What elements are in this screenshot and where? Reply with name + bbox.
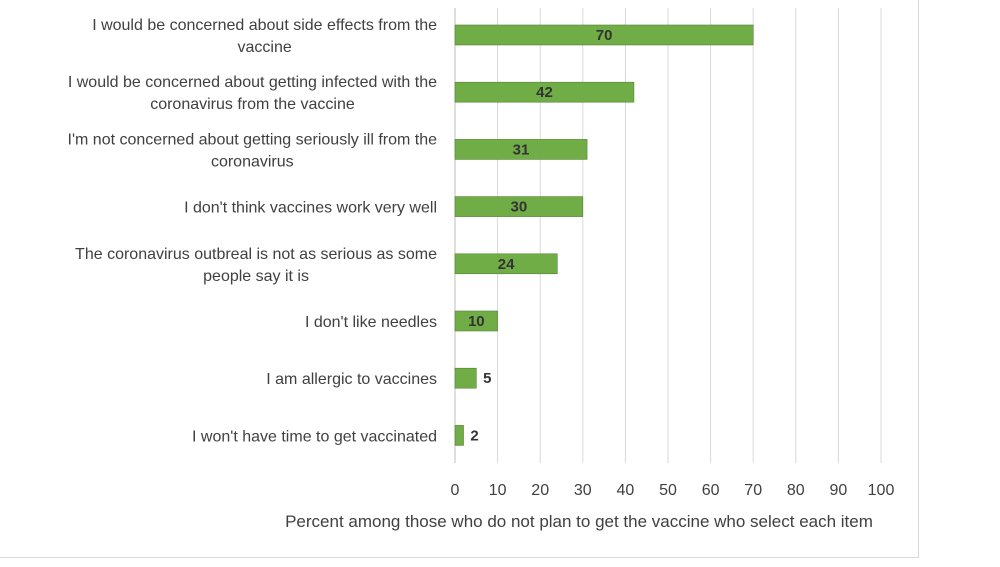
data-label: 31: [513, 141, 530, 158]
bar: [454, 139, 588, 160]
x-tick-label: 20: [531, 482, 549, 499]
x-tick-label: 50: [659, 482, 677, 499]
bar: [454, 253, 558, 275]
x-tick-label: 90: [830, 482, 848, 499]
category-label: coronavirus from the vaccine: [150, 96, 355, 113]
data-label: 5: [483, 370, 491, 387]
data-label: 42: [536, 84, 553, 101]
bar: [454, 310, 498, 332]
data-label: 70: [596, 27, 613, 44]
category-label: I don't like needles: [305, 314, 437, 331]
data-label: 24: [498, 256, 515, 273]
category-label: The coronavirus outbreal is not as serio…: [75, 246, 437, 263]
category-label: vaccine: [238, 39, 292, 56]
data-label: 2: [470, 427, 478, 444]
category-label: I would be concerned about side effects …: [92, 17, 437, 34]
chart-frame-right-edge: [918, 0, 919, 557]
bar: [454, 196, 584, 217]
bar: [454, 425, 464, 446]
category-label: I'm not concerned about getting seriousl…: [68, 131, 438, 148]
x-tick-label: 40: [617, 482, 635, 499]
category-label: I am allergic to vaccines: [266, 371, 437, 388]
x-axis-title: Percent among those who do not plan to g…: [285, 512, 873, 531]
x-tick-label: 30: [574, 482, 592, 499]
category-label: coronavirus: [211, 153, 294, 170]
data-label: 30: [511, 199, 528, 216]
x-tick-label: 80: [787, 482, 805, 499]
x-tick-label: 0: [451, 482, 460, 499]
category-label: I don't think vaccines work very well: [184, 200, 437, 217]
category-label: people say it is: [203, 268, 309, 285]
bar: [454, 24, 754, 46]
data-label: 10: [468, 313, 485, 330]
bar: [454, 367, 477, 389]
chart-frame-bottom-edge: [0, 557, 919, 558]
category-label: I won't have time to get vaccinated: [192, 428, 437, 445]
x-tick-label: 70: [744, 482, 762, 499]
x-tick-label: 100: [868, 482, 895, 499]
bar: [454, 81, 635, 103]
category-label: I would be concerned about getting infec…: [68, 74, 437, 91]
x-tick-label: 60: [702, 482, 720, 499]
x-tick-label: 10: [489, 482, 507, 499]
